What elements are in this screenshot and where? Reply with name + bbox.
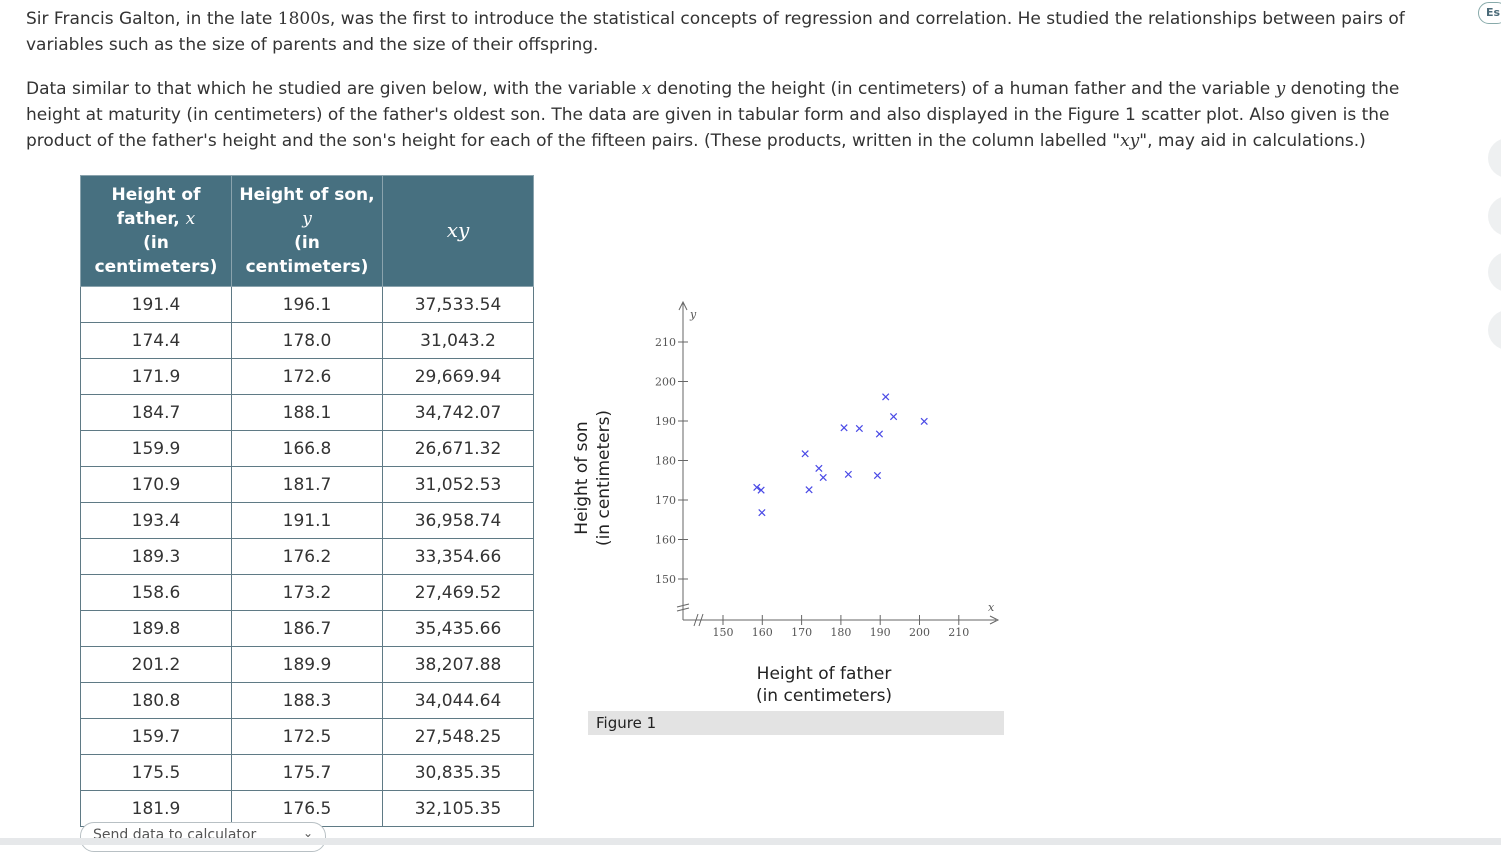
table-row: 175.5 175.7 30,835.35 (80, 754, 534, 791)
data-point (875, 430, 884, 438)
son-height-cell: 189.9 (231, 646, 383, 683)
side-tool-button[interactable] (1488, 196, 1501, 236)
father-height-cell: 184.7 (80, 394, 232, 431)
y-tick-label: 200 (655, 376, 676, 389)
data-point (882, 393, 890, 401)
table-row: 181.9 176.5 32,105.35 (80, 790, 534, 827)
father-height-cell: 201.2 (80, 646, 232, 683)
table-row: 189.3 176.2 33,354.66 (80, 538, 534, 575)
xy-cell: 26,671.32 (382, 430, 534, 467)
father-height-cell: 191.4 (80, 286, 232, 323)
son-height-cell: 178.0 (231, 322, 383, 359)
father-height-cell: 159.7 (80, 718, 232, 755)
y-axis-break (676, 603, 690, 612)
son-height-cell: 191.1 (231, 502, 383, 539)
xy-cell: 37,533.54 (382, 286, 534, 323)
x-tick-label: 170 (791, 626, 812, 639)
data-table: Height of father, x (in centimeters) Hei… (80, 175, 534, 827)
table-row: 174.4 178.0 31,043.2 (80, 322, 534, 359)
data-point (873, 471, 882, 480)
father-height-cell: 174.4 (80, 322, 232, 359)
xy-cell: 32,105.35 (382, 790, 534, 827)
son-height-cell: 172.5 (231, 718, 383, 755)
y-tick-label: 160 (655, 534, 676, 547)
table-row: 191.4 196.1 37,533.54 (80, 286, 534, 323)
bottom-scrollbar[interactable] (0, 838, 1501, 845)
header-son-height: Height of son, y (in centimeters) (231, 175, 383, 287)
father-height-cell: 189.3 (80, 538, 232, 575)
data-point (815, 464, 823, 473)
y-axis-arrow (678, 300, 688, 311)
x-axis-arrow (989, 615, 1000, 625)
x-tick-label: 160 (752, 626, 773, 639)
table-row: 189.8 186.7 35,435.66 (80, 610, 534, 647)
chevron-down-icon: ⌄ (302, 826, 313, 840)
xy-cell: 31,043.2 (382, 322, 534, 359)
son-height-cell: 173.2 (231, 574, 383, 611)
son-height-cell: 176.5 (231, 790, 383, 827)
x-tick-label: 190 (870, 626, 891, 639)
side-tool-button[interactable] (1488, 252, 1501, 292)
xy-cell: 31,052.53 (382, 466, 534, 503)
y-tick-label: 170 (655, 494, 676, 507)
x-axis-label: Height of father (in centimeters) (755, 664, 893, 706)
data-point (757, 486, 765, 494)
father-height-cell: 181.9 (80, 790, 232, 827)
table-row: 159.7 172.5 27,548.25 (80, 718, 534, 755)
data-point (889, 413, 898, 421)
x-axis-letter: x (988, 601, 995, 614)
intro-paragraph-1: Sir Francis Galton, in the late 1800s, w… (26, 9, 1405, 55)
xy-cell: 36,958.74 (382, 502, 534, 539)
y-tick-label: 210 (655, 336, 676, 349)
xy-cell: 34,044.64 (382, 682, 534, 719)
x-axis-break (693, 613, 704, 627)
xy-cell: 27,469.52 (382, 574, 534, 611)
y-tick-label: 190 (655, 415, 676, 428)
side-tool-button[interactable] (1488, 310, 1501, 350)
xy-cell: 29,669.94 (382, 358, 534, 395)
data-point (920, 417, 928, 426)
y-axis-label: Height of son (in centimeters) (572, 409, 614, 547)
x-tick-label: 180 (830, 626, 851, 639)
data-point (840, 424, 848, 432)
table-row: 158.6 173.2 27,469.52 (80, 574, 534, 611)
data-point (844, 470, 852, 478)
xy-cell: 30,835.35 (382, 754, 534, 791)
father-height-cell: 159.9 (80, 430, 232, 467)
x-tick-label: 150 (713, 626, 734, 639)
son-height-cell: 175.7 (231, 754, 383, 791)
son-height-cell: 181.7 (231, 466, 383, 503)
data-point (855, 424, 863, 433)
data-point (753, 483, 761, 491)
xy-cell: 35,435.66 (382, 610, 534, 647)
son-height-cell: 196.1 (231, 286, 383, 323)
table-row: 171.9 172.6 29,669.94 (80, 358, 534, 395)
side-tab-button[interactable]: Es (1478, 2, 1501, 24)
data-point (801, 450, 809, 458)
y-axis-letter: y (689, 308, 697, 321)
father-height-cell: 193.4 (80, 502, 232, 539)
x-tick-label: 210 (948, 626, 969, 639)
xy-cell: 27,548.25 (382, 718, 534, 755)
y-tick-label: 150 (655, 573, 676, 586)
x-tick-label: 200 (909, 626, 930, 639)
y-tick-label: 180 (655, 455, 676, 468)
father-height-cell: 189.8 (80, 610, 232, 647)
xy-cell: 34,742.07 (382, 394, 534, 431)
son-height-cell: 186.7 (231, 610, 383, 647)
figure-caption: Figure 1 (588, 711, 1004, 735)
data-point (819, 473, 827, 482)
table-row: 159.9 166.8 26,671.32 (80, 430, 534, 467)
side-tool-button[interactable] (1488, 138, 1501, 178)
xy-cell: 33,354.66 (382, 538, 534, 575)
header-xy: xy (382, 175, 534, 287)
table-row: 170.9 181.7 31,052.53 (80, 466, 534, 503)
table-row: 184.7 188.1 34,742.07 (80, 394, 534, 431)
table-row: 193.4 191.1 36,958.74 (80, 502, 534, 539)
intro-paragraph-2: Data similar to that which he studied ar… (26, 79, 1400, 151)
data-point (758, 509, 766, 517)
data-point (805, 486, 813, 494)
